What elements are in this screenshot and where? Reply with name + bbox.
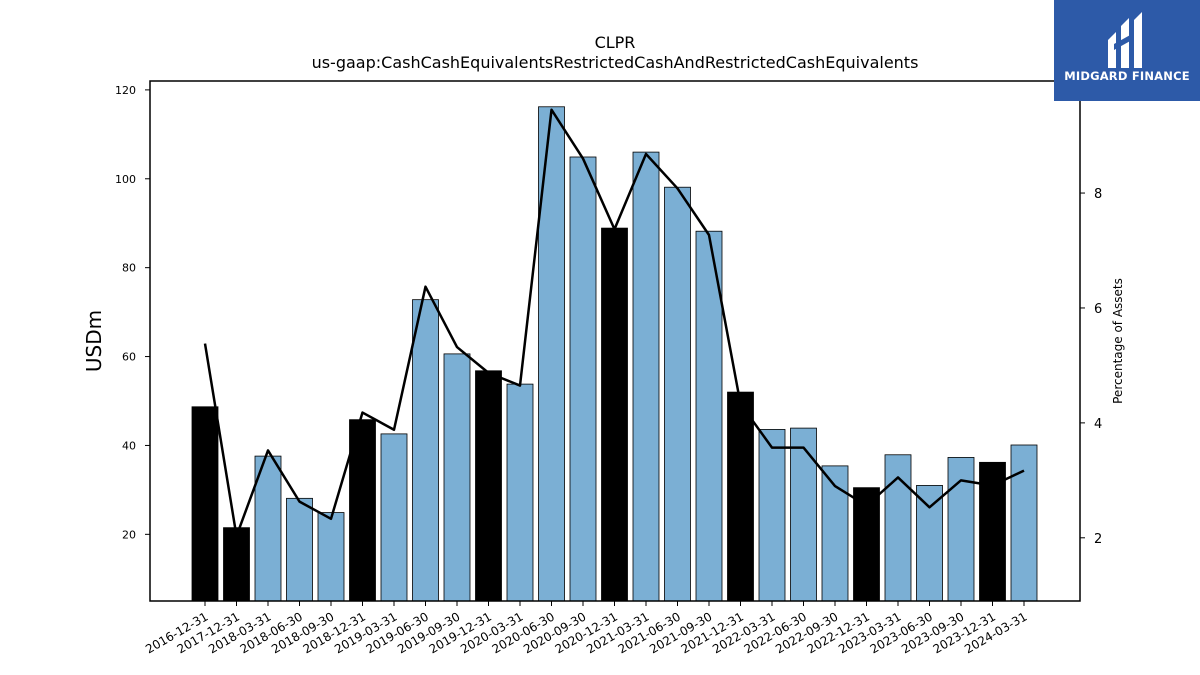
bar-2022-06-30	[790, 427, 817, 602]
y-axis-label-right: Percentage of Assets	[1111, 278, 1125, 404]
bar-2021-12-31	[727, 391, 754, 602]
y-tick-label-left-80: 80	[122, 262, 136, 275]
y-tick-label-left-20: 20	[122, 528, 136, 541]
bar-2019-06-30	[412, 299, 439, 602]
chart-subtitle: us-gaap:CashCashEquivalentsRestrictedCas…	[312, 53, 919, 72]
y-tick-label-left-100: 100	[115, 173, 136, 186]
y-axis-label-left: USDm	[82, 310, 106, 372]
bar-2021-03-31	[632, 151, 660, 602]
y-axis-right: 2 4 6 8	[1080, 187, 1102, 547]
bar-2019-03-31	[380, 433, 408, 602]
y-axis-left: 20 40 60 80 100 120	[115, 84, 150, 541]
y-tick-label-right-4: 4	[1094, 417, 1102, 432]
x-axis: 2016-12-312017-12-312018-03-312018-06-30…	[143, 601, 1030, 656]
line-series	[203, 108, 1025, 538]
midgard-logo-icon	[1108, 12, 1142, 68]
bar-2024-03-31	[1010, 444, 1038, 602]
y-tick-label-left-40: 40	[122, 439, 136, 452]
y-tick-label-right-8: 8	[1094, 187, 1102, 202]
bar-2017-12-31	[223, 527, 250, 602]
y-tick-label-left-60: 60	[122, 351, 136, 364]
bar-2020-03-31	[506, 383, 534, 602]
bar-2021-06-30	[664, 186, 691, 602]
bar-2023-09-30	[947, 457, 975, 602]
bar-series	[191, 106, 1038, 602]
y-tick-label-left-120: 120	[115, 84, 136, 97]
bar-2023-06-30	[916, 485, 943, 602]
bar-2018-03-31	[254, 455, 282, 602]
y-tick-label-right-6: 6	[1094, 302, 1102, 317]
midgard-logo: MIDGARD FINANCE	[1054, 0, 1200, 101]
bar-2018-09-30	[317, 512, 345, 602]
plot-frame	[149, 80, 1081, 602]
bar-2020-09-30	[569, 156, 597, 602]
bar-2019-09-30	[443, 353, 471, 602]
bar-2021-09-30	[695, 230, 723, 602]
bar-2018-12-31	[349, 419, 376, 602]
bar-2019-12-31	[475, 370, 502, 602]
logo-text: MIDGARD FINANCE	[1064, 69, 1190, 83]
bar-2022-03-31	[758, 429, 786, 602]
bar-2020-12-31	[601, 227, 628, 602]
bar-2016-12-31	[191, 406, 219, 602]
y-tick-label-right-2: 2	[1094, 532, 1102, 547]
bar-2018-06-30	[286, 497, 313, 602]
chart-title: CLPR	[595, 33, 636, 52]
